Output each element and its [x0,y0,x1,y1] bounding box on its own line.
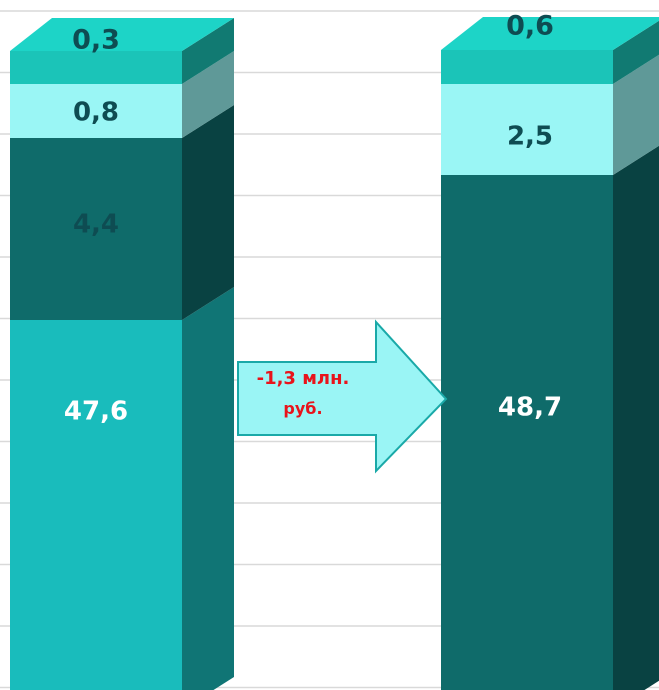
bars [10,17,659,690]
bar-segment-side [182,51,234,138]
data-label: 0,3 [72,25,120,56]
difference-annotation: -1,3 млн. руб. [244,364,362,424]
bar-segment-side [182,287,234,690]
bar-segment [441,175,613,690]
bar-segment [10,320,182,690]
arrow-shape [237,319,448,474]
data-label: 0,6 [506,11,554,42]
bar-segment [10,138,182,320]
bar-segment [10,51,182,84]
bar-segment-side [613,54,659,175]
data-label: 47,6 [64,397,128,427]
bar-segment-side [182,18,234,84]
data-label: 0,8 [73,98,119,128]
bar-segment-side [613,145,659,690]
difference-arrow [237,319,448,474]
annotation-line-1: -1,3 млн. [256,368,350,389]
bar-segment-side [613,20,659,84]
data-label: 4,4 [73,210,119,240]
data-label: 48,7 [498,393,562,423]
bar-segment [10,84,182,138]
data-labels: 47,6 4,4 0,8 0,3 48,7 2,5 0,6 [64,11,562,427]
bar-top-face [441,17,659,50]
annotation-line-2: руб. [283,399,323,418]
data-label: 2,5 [507,122,553,152]
bar-top-face [10,18,234,51]
bar-segment [441,84,613,175]
bar-segment [441,50,613,84]
bar-segment-side [182,105,234,320]
